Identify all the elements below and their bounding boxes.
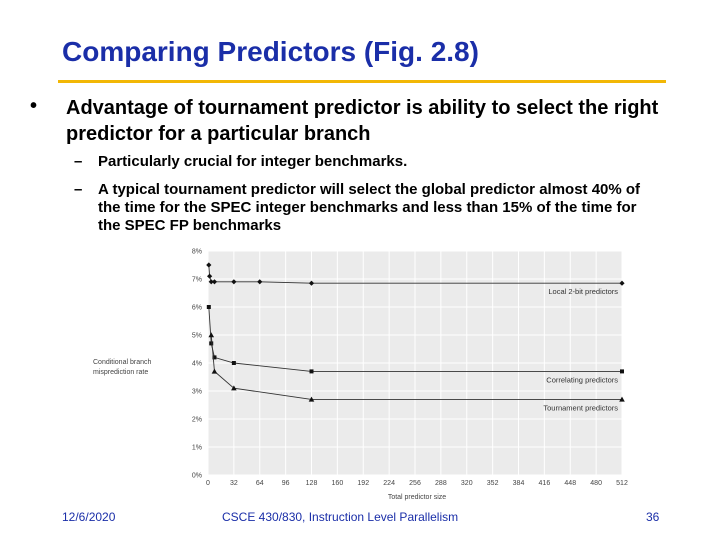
- y-tick-label: 5%: [192, 333, 202, 340]
- x-tick-label: 416: [539, 480, 551, 487]
- sub-bullet-marker: –: [74, 153, 83, 170]
- data-point: [257, 279, 263, 285]
- x-tick-label: 352: [487, 480, 499, 487]
- x-tick-label: 480: [590, 480, 602, 487]
- data-point: [231, 361, 236, 365]
- x-tick-label: 0: [206, 480, 210, 487]
- y-tick-label: 2%: [192, 417, 202, 424]
- y-tick-label: 4%: [192, 361, 202, 368]
- x-tick-label: 64: [256, 480, 264, 487]
- series-line: [208, 306, 622, 372]
- y-tick-label: 3%: [192, 389, 202, 396]
- footer-course: CSCE 430/830, Instruction Level Parallel…: [222, 510, 459, 524]
- data-point: [209, 341, 214, 346]
- data-point: [619, 396, 625, 402]
- sub-bullet-marker: –: [74, 181, 83, 198]
- y-axis-label-line-1: Conditional branch: [93, 359, 151, 366]
- x-tick-label: 512: [616, 480, 628, 487]
- x-tick-label: 288: [435, 480, 447, 487]
- y-axis-label-line-2: misprediction rate: [93, 369, 148, 376]
- x-tick-label: 256: [409, 480, 421, 487]
- data-point: [206, 262, 212, 268]
- series-label: Correlating predictors: [546, 375, 618, 384]
- data-point: [231, 385, 237, 391]
- footer-page-number: 36: [646, 510, 660, 524]
- y-tick-label: 0%: [192, 473, 202, 480]
- slide-title: Comparing Predictors (Fig. 2.8): [62, 36, 479, 67]
- data-point: [208, 332, 215, 338]
- misprediction-chart: 0% 1% 2% 3% 4% 5% 6% 7% 8% 0 32 64 96 128 160 192 224 256…: [93, 249, 628, 502]
- x-tick-label: 160: [332, 480, 344, 487]
- y-tick-label: 1%: [192, 445, 202, 452]
- data-point: [620, 369, 624, 374]
- y-tick-label: 7%: [192, 277, 202, 284]
- x-tick-label: 96: [282, 480, 290, 487]
- x-tick-label: 128: [306, 480, 318, 487]
- data-series: Local 2-bit predictors Correlating predic…: [206, 262, 625, 412]
- data-point: [211, 368, 218, 374]
- x-tick-label: 32: [230, 480, 238, 487]
- data-point: [308, 396, 315, 402]
- data-point: [212, 355, 217, 360]
- data-point: [206, 305, 211, 309]
- y-tick-label: 8%: [192, 249, 202, 256]
- y-tick-label: 6%: [192, 305, 202, 312]
- tick-labels: 0% 1% 2% 3% 4% 5% 6% 7% 8% 0 32 64 96 128 160 192 224 256…: [192, 249, 628, 488]
- title-underline: [58, 80, 666, 83]
- x-axis-label: Total predictor size: [388, 494, 446, 501]
- series-label: Tournament predictors: [543, 403, 618, 412]
- data-point: [308, 280, 315, 286]
- x-tick-label: 384: [513, 480, 525, 487]
- x-tick-label: 224: [383, 480, 395, 487]
- series-label: Local 2-bit predictors: [548, 287, 618, 296]
- sub-bullet-text: A typical tournament predictor will sele…: [98, 181, 641, 234]
- bullet-marker: •: [30, 95, 38, 117]
- sub-bullet-text: Particularly crucial for integer benchma…: [98, 153, 408, 170]
- main-bullet-text: Advantage of tournament predictor is abi…: [66, 97, 659, 145]
- data-point: [309, 369, 314, 374]
- x-tick-label: 320: [461, 480, 473, 487]
- x-tick-label: 192: [357, 480, 369, 487]
- x-tick-label: 448: [564, 480, 576, 487]
- footer-date: 12/6/2020: [62, 510, 116, 524]
